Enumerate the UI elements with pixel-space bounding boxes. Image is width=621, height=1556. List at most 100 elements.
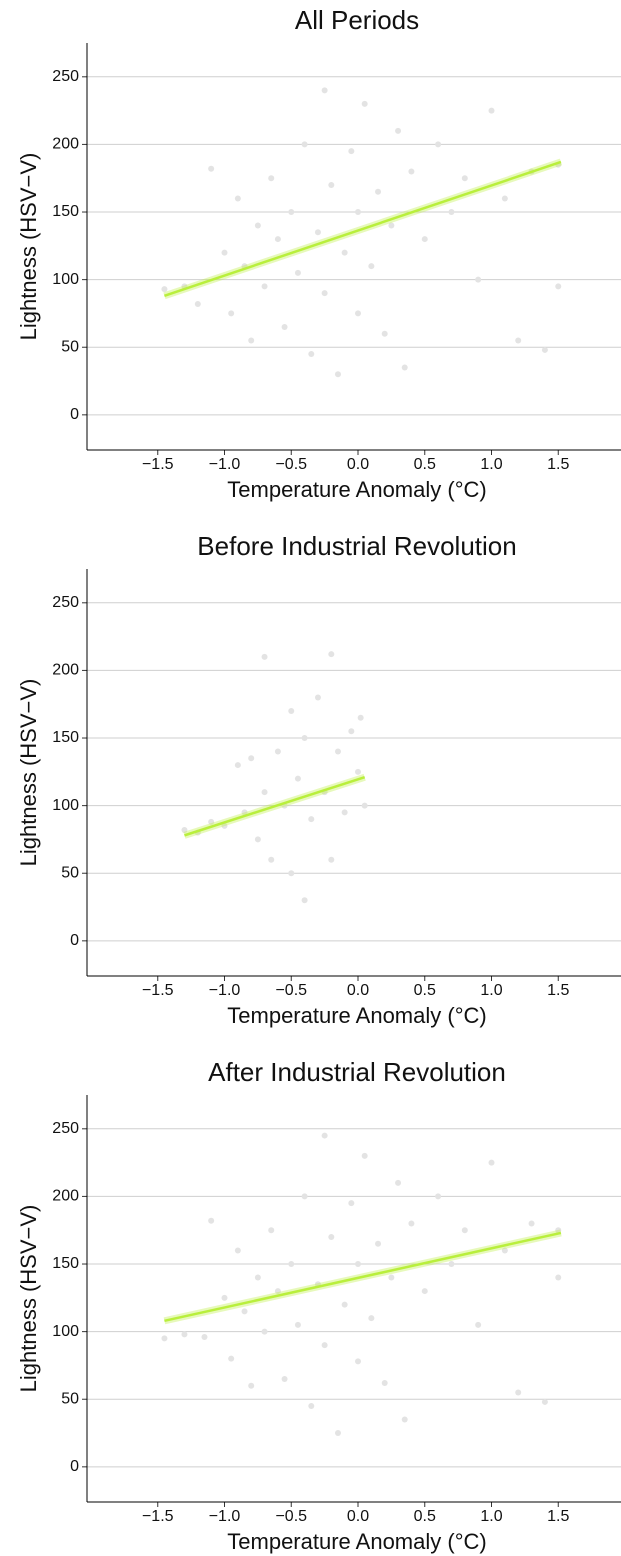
point (161, 286, 168, 293)
point (221, 1294, 228, 1301)
x-tick-label: 0.0 (347, 456, 369, 473)
y-tick-label: 0 (70, 406, 79, 423)
point (248, 1382, 255, 1389)
x-axis-label: Temperature Anomaly (°C) (227, 1003, 486, 1028)
point (268, 1227, 275, 1234)
point (515, 1389, 522, 1396)
point (475, 276, 482, 283)
y-axis-label: Lightness (HSV−V) (16, 1205, 41, 1393)
point (221, 822, 228, 829)
point (328, 651, 335, 658)
x-tick-label: 0.0 (347, 982, 369, 999)
point (274, 1288, 281, 1295)
point (475, 1321, 482, 1328)
point (321, 1132, 328, 1139)
point (515, 337, 522, 344)
point (334, 1430, 341, 1437)
point (301, 735, 308, 742)
x-tick-label: −1.0 (209, 456, 241, 473)
x-tick-label: 0.5 (414, 982, 436, 999)
x-tick-label: −1.0 (209, 1508, 241, 1525)
point (261, 789, 268, 796)
x-tick-label: 0.0 (347, 1508, 369, 1525)
fit-line (184, 776, 366, 837)
point (288, 870, 295, 877)
point (334, 748, 341, 755)
y-tick-label: 150 (52, 203, 79, 220)
point (254, 222, 261, 229)
y-tick-label: 250 (52, 594, 79, 611)
point (314, 229, 321, 236)
point (555, 1274, 562, 1281)
point (314, 694, 321, 701)
point (254, 836, 261, 843)
x-tick-label: −1.0 (209, 982, 241, 999)
point (241, 809, 248, 816)
point (321, 1342, 328, 1349)
y-tick-label: 100 (52, 797, 79, 814)
point (348, 148, 355, 155)
y-tick-label: 250 (52, 1120, 79, 1137)
point (401, 1416, 408, 1423)
point (208, 165, 215, 172)
point (435, 1193, 442, 1200)
point (341, 1301, 348, 1308)
fit-line (164, 160, 562, 298)
y-tick-label: 50 (61, 338, 79, 355)
point (261, 1328, 268, 1335)
point (294, 269, 301, 276)
point (181, 1331, 188, 1338)
point (395, 127, 402, 134)
point (355, 310, 362, 317)
point (321, 290, 328, 297)
point (241, 1308, 248, 1315)
point (541, 346, 548, 353)
x-tick-label: 1.5 (547, 456, 569, 473)
point (328, 856, 335, 863)
y-tick-label: 0 (70, 932, 79, 949)
x-tick-label: −1.5 (142, 456, 174, 473)
fit-line (164, 1231, 562, 1323)
x-tick-label: −0.5 (275, 1508, 307, 1525)
point (301, 141, 308, 148)
point (328, 181, 335, 188)
x-tick-label: 0.5 (414, 1508, 436, 1525)
point (308, 350, 315, 357)
chart-title: All Periods (295, 5, 419, 35)
x-tick-label: −0.5 (275, 982, 307, 999)
point (261, 283, 268, 290)
x-tick-label: 0.5 (414, 456, 436, 473)
point (488, 1159, 495, 1166)
y-tick-label: 150 (52, 1255, 79, 1272)
point (555, 283, 562, 290)
point (381, 330, 388, 337)
x-tick-label: 1.0 (480, 982, 502, 999)
point (294, 1321, 301, 1328)
x-tick-label: −0.5 (275, 456, 307, 473)
y-axis-label: Lightness (HSV−V) (16, 153, 41, 341)
point (501, 1247, 508, 1254)
point (228, 310, 235, 317)
x-tick-label: −1.5 (142, 982, 174, 999)
point (381, 1380, 388, 1387)
point (408, 1220, 415, 1227)
point (221, 249, 228, 256)
y-tick-label: 200 (52, 662, 79, 679)
point (288, 707, 295, 714)
y-tick-label: 0 (70, 1458, 79, 1475)
point (308, 816, 315, 823)
point (208, 818, 215, 825)
point (161, 1335, 168, 1342)
x-tick-label: 1.5 (547, 1508, 569, 1525)
point (388, 1274, 395, 1281)
x-tick-label: 1.0 (480, 456, 502, 473)
point (361, 100, 368, 107)
point (234, 195, 241, 202)
point (194, 300, 201, 307)
chart-title: Before Industrial Revolution (197, 531, 516, 561)
point (341, 249, 348, 256)
point (395, 1179, 402, 1186)
point (541, 1398, 548, 1405)
point (208, 1217, 215, 1224)
point (248, 337, 255, 344)
